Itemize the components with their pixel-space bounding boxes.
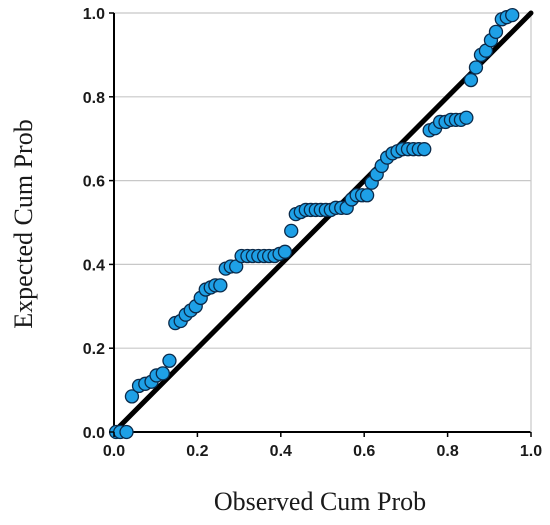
- data-point: [505, 7, 520, 23]
- data-point: [488, 24, 504, 40]
- data-point: [277, 244, 293, 259]
- x-tick-label: 0.8: [436, 443, 458, 460]
- y-axis-title: Expected Cum Prob: [9, 119, 38, 328]
- reference-line-group: [111, 10, 534, 435]
- data-points: [108, 7, 520, 440]
- plot-frame: [113, 13, 532, 433]
- data-point: [119, 424, 134, 440]
- x-axis-ticks: 0.0 0.2 0.4 0.6 0.8 1.0: [103, 432, 542, 460]
- x-axis-title: Observed Cum Prob: [214, 487, 426, 516]
- x-tick-label: 0.4: [270, 443, 292, 460]
- y-tick-label: 0.2: [83, 341, 105, 358]
- x-tick-label: 0.6: [353, 443, 375, 460]
- data-point: [162, 353, 177, 368]
- x-tick-label: 1.0: [520, 443, 542, 460]
- data-point: [359, 188, 375, 203]
- data-point: [284, 223, 299, 239]
- y-tick-label: 0.0: [83, 425, 105, 442]
- reference-line: [111, 10, 534, 435]
- y-axis-ticks: 0.0 0.2 0.4 0.6 0.8 1.0: [83, 6, 114, 442]
- y-tick-label: 0.6: [83, 174, 105, 191]
- data-point: [124, 389, 140, 404]
- data-point: [468, 60, 484, 75]
- y-tick-label: 0.4: [83, 257, 105, 274]
- y-tick-label: 0.8: [83, 90, 105, 107]
- data-point: [463, 72, 479, 88]
- grid-lines: [114, 12, 531, 349]
- y-tick-label: 1.0: [83, 6, 105, 23]
- x-tick-label: 0.0: [103, 443, 125, 460]
- data-point: [213, 278, 228, 293]
- data-point: [417, 142, 432, 157]
- x-tick-label: 0.2: [186, 443, 208, 460]
- data-point: [459, 110, 474, 125]
- data-point: [155, 366, 170, 381]
